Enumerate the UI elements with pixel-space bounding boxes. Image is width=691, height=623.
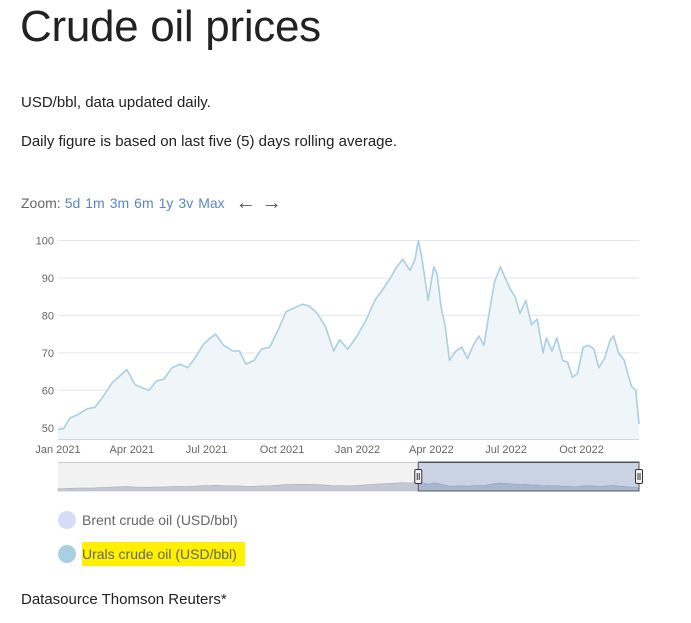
x-tick-label: Jul 2022: [485, 444, 527, 456]
x-tick-label: Jan 2022: [335, 444, 380, 456]
arrow-right-icon[interactable]: →: [261, 192, 282, 214]
datasource-text: Datasource Thomson Reuters*: [21, 591, 227, 608]
legend-item-urals[interactable]: Urals crude oil (USD/bbl): [58, 542, 245, 566]
zoom-max-button[interactable]: Max: [198, 195, 225, 211]
handle-grip[interactable]: [414, 469, 423, 484]
zoom-5d-button[interactable]: 5d: [64, 195, 81, 211]
y-tick-label: 50: [42, 423, 54, 435]
zoom-1m-button[interactable]: 1m: [85, 195, 105, 211]
x-tick-label: Apr 2021: [110, 444, 155, 456]
x-tick-label: Apr 2022: [409, 444, 454, 456]
legend-label-urals: Urals crude oil (USD/bbl): [82, 542, 245, 566]
note-text: Daily figure is based on last five (5) d…: [21, 133, 398, 150]
y-axis-ticks: 50 60 70 80 90 100: [36, 235, 54, 434]
zoom-6m-button[interactable]: 6m: [134, 195, 154, 211]
x-tick-label: Oct 2022: [559, 444, 604, 456]
handle-grip[interactable]: [635, 469, 643, 484]
y-tick-label: 70: [42, 348, 54, 360]
y-tick-label: 80: [42, 310, 54, 322]
y-tick-label: 90: [42, 273, 54, 285]
zoom-bar: Zoom: 5d 1m 3m 6m 1y 3v Max ← →: [21, 193, 282, 213]
price-chart: 50 60 70 80 90 100 Jan 2021 Apr 2021 Jul 2021 Oc…: [35, 235, 643, 492]
legend-swatch-urals: [58, 545, 76, 563]
page-title: Crude oil prices: [20, 2, 321, 51]
urals-series-line[interactable]: [57, 239, 640, 431]
y-tick-label: 60: [42, 385, 54, 397]
zoom-label: Zoom:: [21, 195, 61, 211]
arrow-left-icon[interactable]: ←: [235, 192, 256, 214]
subtitle-text: USD/bbl, data updated daily.: [21, 94, 211, 111]
urals-series-area: [58, 240, 639, 439]
legend-label-brent: Brent crude oil (USD/bbl): [82, 512, 238, 528]
navigator-handle-left[interactable]: [414, 469, 423, 484]
x-tick-label: Oct 2021: [260, 444, 305, 456]
navigator-handle-right[interactable]: [635, 469, 643, 484]
zoom-3m-button[interactable]: 3m: [109, 195, 130, 211]
legend-item-brent[interactable]: Brent crude oil (USD/bbl): [58, 509, 238, 531]
x-tick-label: Jul 2021: [186, 444, 228, 456]
x-axis-ticks: Jan 2021 Apr 2021 Jul 2021 Oct 2021 Jan 2022…: [35, 444, 604, 456]
legend-swatch-brent: [58, 511, 76, 529]
y-tick-label: 100: [36, 235, 54, 247]
navigator-selected-range[interactable]: [417, 461, 640, 492]
x-tick-label: Jan 2021: [35, 444, 80, 456]
zoom-3v-button[interactable]: 3v: [178, 195, 194, 211]
zoom-1y-button[interactable]: 1y: [158, 195, 174, 211]
navigator[interactable]: [57, 461, 643, 492]
